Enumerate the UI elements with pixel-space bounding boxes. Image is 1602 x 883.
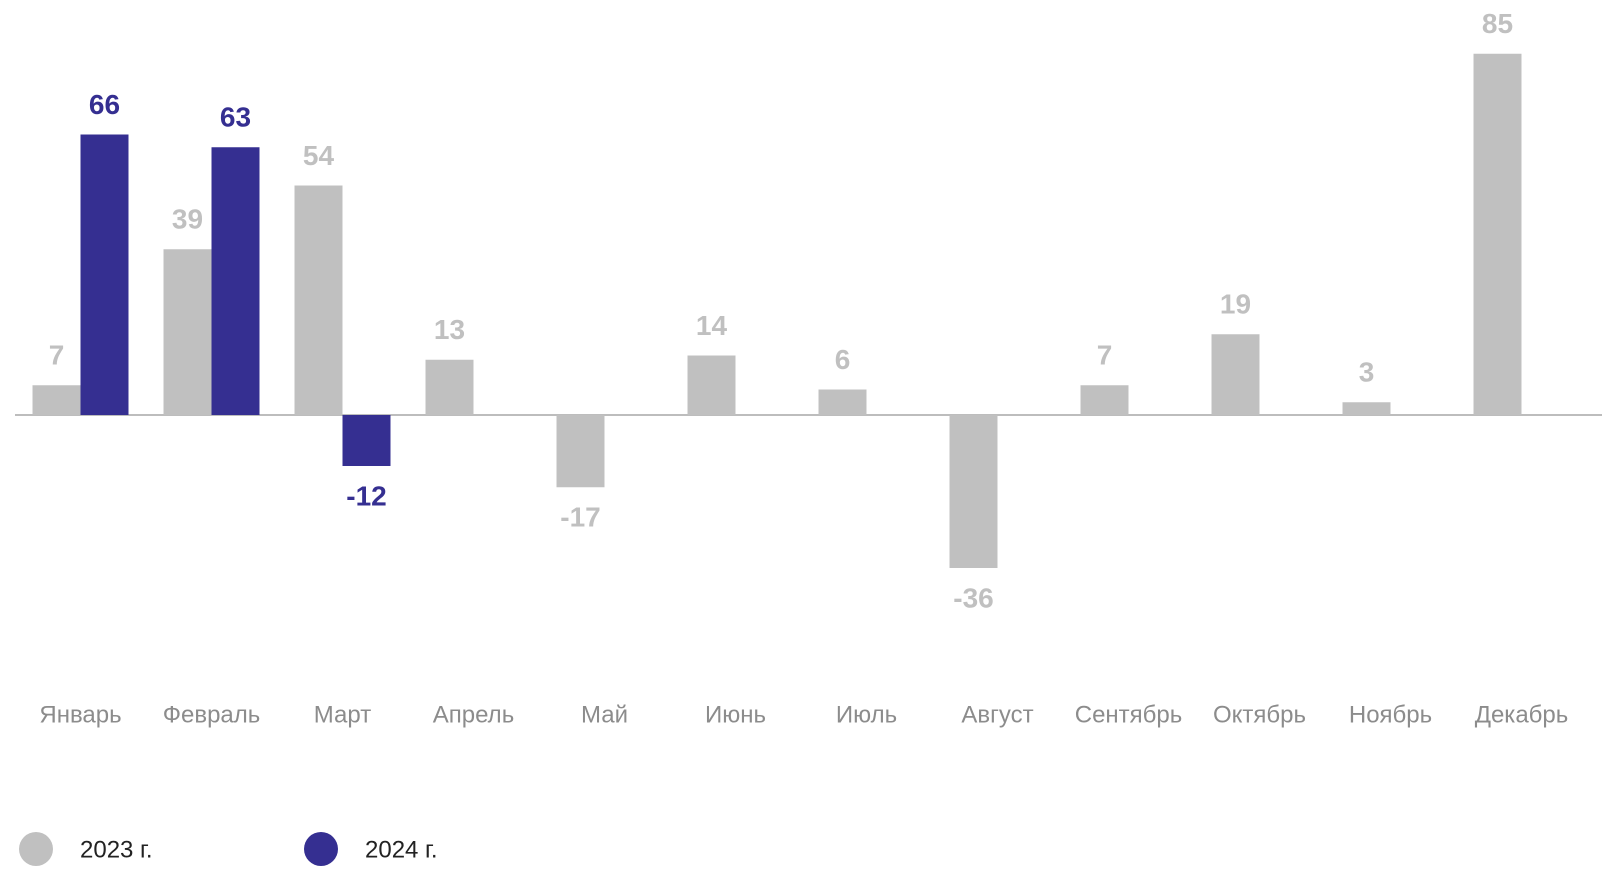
x-tick-label: Октябрь xyxy=(1213,701,1306,728)
bar xyxy=(342,415,391,466)
data-label: 7 xyxy=(1097,340,1113,371)
data-label: 63 xyxy=(220,102,251,133)
bar xyxy=(80,134,129,415)
data-label: 7 xyxy=(49,340,65,371)
x-tick-label: Декабрь xyxy=(1475,701,1569,728)
legend-label: 2023 г. xyxy=(80,836,153,863)
bar xyxy=(32,385,81,415)
x-tick-label: Май xyxy=(581,701,628,728)
data-label: 54 xyxy=(303,140,335,171)
bar xyxy=(687,355,736,415)
data-label: 19 xyxy=(1220,289,1251,320)
bar xyxy=(425,359,474,415)
data-label: 85 xyxy=(1482,8,1513,39)
legend-marker xyxy=(304,832,338,866)
data-label: 6 xyxy=(835,344,851,375)
x-tick-label: Январь xyxy=(39,701,121,728)
bar xyxy=(163,249,212,415)
x-tick-label: Апрель xyxy=(433,701,514,728)
bar xyxy=(556,415,605,488)
x-tick-label: Март xyxy=(314,701,371,728)
data-label: 39 xyxy=(172,204,203,235)
bar xyxy=(294,185,343,415)
data-label: -12 xyxy=(346,480,386,511)
bar xyxy=(818,389,867,415)
data-label: -17 xyxy=(560,502,600,533)
legend-label: 2024 г. xyxy=(365,836,438,863)
data-label: -36 xyxy=(953,582,993,613)
bar xyxy=(1473,53,1522,415)
data-label: 14 xyxy=(696,310,728,341)
bar xyxy=(949,415,998,568)
x-tick-label: Сентябрь xyxy=(1075,701,1183,728)
x-tick-label: Июль xyxy=(836,701,897,728)
data-label: 66 xyxy=(89,89,120,120)
legend-marker xyxy=(19,832,53,866)
x-tick-label: Февраль xyxy=(163,701,261,728)
bar xyxy=(1211,334,1260,415)
bar xyxy=(1080,385,1129,415)
data-label: 13 xyxy=(434,314,465,345)
x-tick-label: Август xyxy=(961,701,1033,728)
bar xyxy=(211,147,260,415)
data-label: 3 xyxy=(1359,357,1375,388)
x-tick-label: Ноябрь xyxy=(1349,701,1432,728)
bar xyxy=(1342,402,1391,415)
x-tick-label: Июнь xyxy=(705,701,766,728)
